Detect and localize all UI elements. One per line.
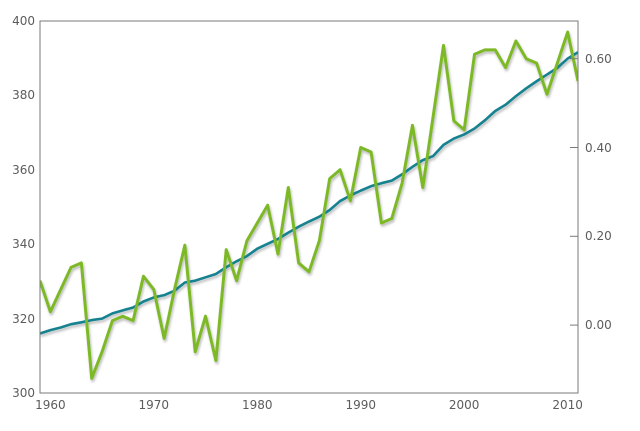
x-axis-tick-label: 1960 <box>35 398 66 412</box>
y-axis-left-tick-label: 340 <box>12 237 35 252</box>
co2-concentration-ppm-line <box>40 51 578 335</box>
y-axis-right-tick-label: 0.60 <box>585 51 612 66</box>
y-axis-left-tick-label: 320 <box>12 311 35 326</box>
temperature-anomaly-line <box>40 30 578 380</box>
plot-frame <box>39 20 579 394</box>
y-axis-left-tick-label: 380 <box>12 88 35 103</box>
x-axis-tick-label: 2000 <box>448 398 480 412</box>
y-axis-right-tick-label: 0.40 <box>585 140 612 155</box>
x-axis-tick-label: 2010 <box>552 398 583 412</box>
y-axis-left-tick-label: 300 <box>12 386 35 400</box>
y-axis-right-tick-label: 0.20 <box>585 229 612 244</box>
y-axis-right-tick-label: 0.00 <box>585 318 612 333</box>
y-axis-left-tick-label: 360 <box>12 162 35 177</box>
x-axis-tick-label: 1980 <box>241 398 273 412</box>
series-lines <box>40 30 578 380</box>
x-axis-tick-label: 1990 <box>345 398 376 412</box>
y-axis-left-tick-label: 400 <box>12 14 35 28</box>
x-axis-tick-label: 1970 <box>138 398 170 412</box>
